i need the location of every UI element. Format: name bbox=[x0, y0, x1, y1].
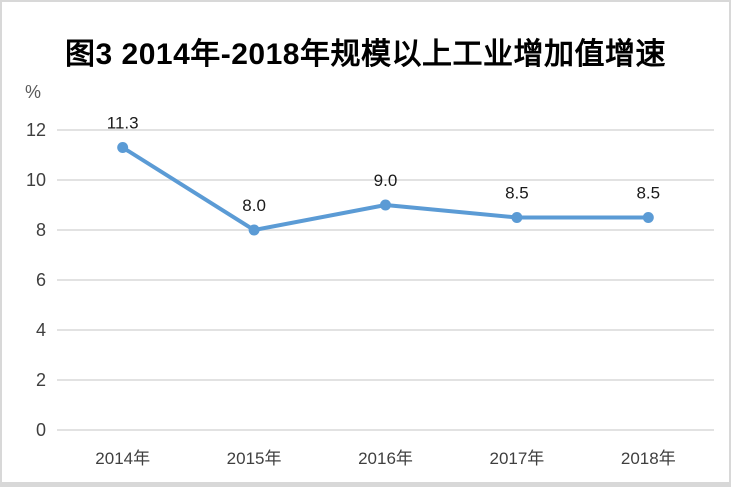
y-axis-unit-label: % bbox=[25, 82, 42, 102]
chart-title: 图3 2014年-2018年规模以上工业增加值增速 bbox=[65, 38, 666, 71]
y-tick-label: 2 bbox=[36, 370, 46, 390]
data-point-label: 11.3 bbox=[107, 114, 139, 133]
data-point-marker bbox=[511, 212, 523, 223]
data-point-label: 8.5 bbox=[505, 184, 529, 203]
data-point-label: 8.5 bbox=[636, 184, 660, 203]
x-axis-label: 2015年 bbox=[227, 449, 282, 468]
data-point-marker bbox=[117, 142, 129, 153]
y-tick-label: 0 bbox=[36, 420, 46, 440]
y-tick-label: 12 bbox=[26, 120, 46, 140]
data-point-label: 9.0 bbox=[374, 171, 398, 190]
x-axis-label: 2017年 bbox=[489, 449, 544, 468]
y-tick-label: 10 bbox=[26, 170, 46, 190]
x-axis-label: 2016年 bbox=[358, 449, 413, 468]
y-tick-label: 8 bbox=[36, 220, 46, 240]
x-axis-label: 2014年 bbox=[95, 449, 150, 468]
data-point-marker bbox=[380, 199, 391, 211]
data-point-label: 8.0 bbox=[242, 196, 266, 215]
x-axis-label: 2018年 bbox=[621, 449, 676, 468]
data-point-marker bbox=[248, 224, 260, 236]
y-tick-label: 4 bbox=[36, 320, 46, 340]
y-tick-label: 6 bbox=[36, 270, 46, 290]
data-point-marker bbox=[642, 212, 654, 223]
